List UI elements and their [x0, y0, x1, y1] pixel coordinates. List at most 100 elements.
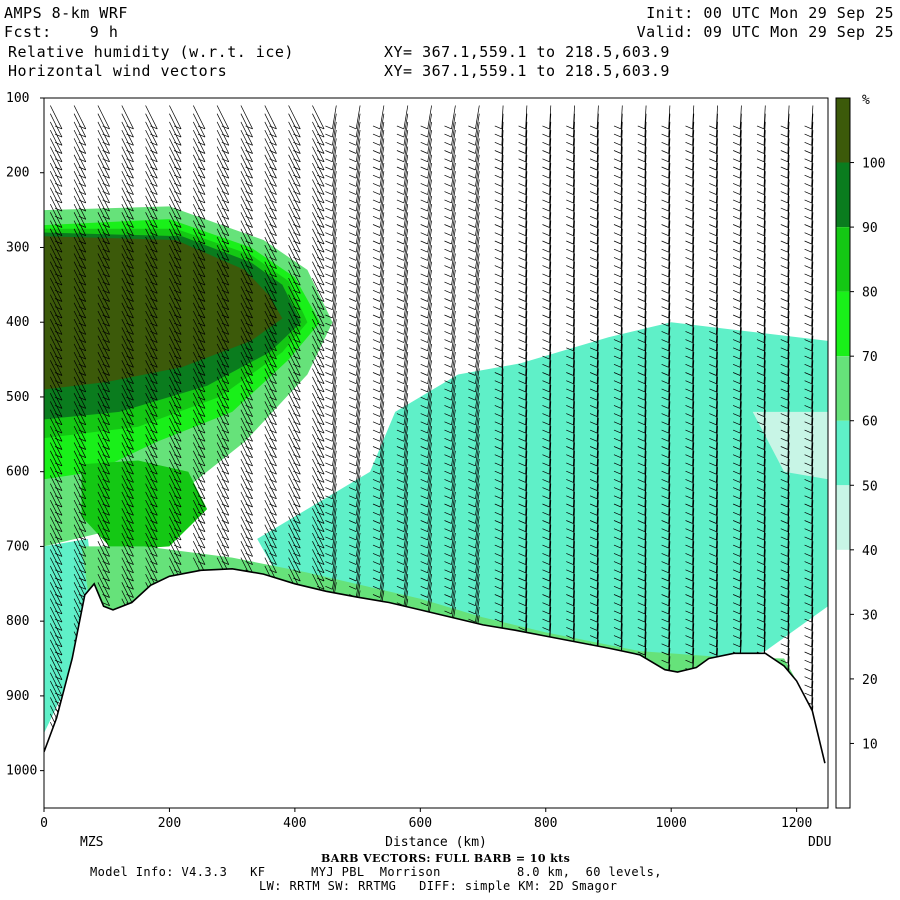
- wind-barb-feather: [349, 174, 357, 179]
- wind-barb-feather: [494, 372, 502, 376]
- wind-barb-feather: [396, 281, 405, 286]
- wind-barb-staff: [644, 179, 647, 203]
- wind-barb-feather: [396, 265, 405, 269]
- wind-barb-staff: [811, 615, 814, 639]
- wind-barb-feather: [54, 594, 63, 598]
- wind-barb-feather: [197, 314, 206, 319]
- wind-barb-feather: [269, 174, 277, 179]
- wind-barb-feather: [349, 158, 357, 163]
- wind-barb-staff: [332, 236, 337, 261]
- wind-barb-feather: [78, 577, 86, 582]
- wind-barb-staff: [216, 236, 230, 261]
- wind-barb-feather: [661, 470, 669, 475]
- wind-barb-staff: [264, 171, 277, 195]
- wind-barb-feather: [613, 273, 622, 278]
- wind-barb-staff: [692, 615, 695, 639]
- wind-barb-feather: [372, 487, 381, 491]
- wind-barb-staff: [715, 606, 718, 631]
- wind-barb-staff: [379, 220, 385, 245]
- wind-barb-staff: [715, 541, 718, 565]
- wind-barb-staff: [288, 220, 301, 245]
- wind-barb-feather: [804, 528, 812, 533]
- wind-barb-feather: [150, 380, 158, 385]
- wind-barb-feather: [245, 331, 253, 335]
- wind-barb-feather: [613, 536, 622, 541]
- wind-barb-feather: [126, 339, 134, 343]
- wind-barb-staff: [73, 417, 87, 442]
- wind-barb-feather: [589, 528, 598, 533]
- wind-barb-staff: [763, 261, 766, 286]
- wind-barb-feather: [269, 314, 277, 319]
- wind-barb-staff: [739, 401, 742, 425]
- wind-barb-staff: [169, 541, 182, 565]
- wind-barb-feather: [637, 199, 645, 204]
- wind-barb-staff: [451, 541, 456, 565]
- wind-barb-staff: [787, 384, 790, 409]
- wind-barb-staff: [264, 286, 277, 310]
- wind-barb-staff: [379, 557, 385, 582]
- wind-barb-staff: [379, 105, 385, 129]
- wind-barb-feather: [126, 331, 134, 335]
- wind-barb-feather: [685, 207, 693, 212]
- wind-barb-staff: [739, 352, 742, 376]
- wind-barb-staff: [763, 327, 766, 351]
- wind-barb-staff: [192, 228, 206, 253]
- x-axis-label: Distance (km): [385, 835, 487, 850]
- wind-barb-feather: [316, 437, 325, 442]
- wind-barb-staff: [811, 343, 814, 368]
- wind-barb-staff: [668, 491, 671, 516]
- wind-barb-feather: [494, 273, 502, 278]
- wind-barb-feather: [589, 479, 598, 483]
- wind-barb-staff: [97, 294, 110, 319]
- wind-barb-feather: [221, 232, 229, 237]
- wind-barb-feather: [494, 479, 502, 483]
- wind-barb-feather: [780, 413, 788, 417]
- wind-barb-staff: [715, 130, 718, 154]
- wind-barb-staff: [192, 541, 206, 565]
- wind-barb-staff: [572, 565, 575, 590]
- wind-barb-feather: [804, 627, 812, 631]
- wind-barb-feather: [420, 437, 428, 442]
- wind-barb-staff: [644, 319, 647, 343]
- wind-barb-feather: [685, 643, 693, 648]
- wind-barb-staff: [332, 187, 337, 212]
- wind-barb-staff: [620, 113, 623, 138]
- wind-barb-staff: [763, 253, 766, 277]
- colorbar-label: 100: [862, 157, 885, 172]
- wind-barb-staff: [692, 179, 695, 203]
- wind-barb-feather: [804, 446, 812, 450]
- wind-barb-feather: [245, 150, 253, 154]
- wind-barb-staff: [403, 130, 409, 154]
- wind-barb-staff: [596, 171, 599, 195]
- wind-barb-feather: [396, 536, 405, 541]
- wind-barb-staff: [572, 434, 575, 458]
- wind-barb-staff: [312, 393, 325, 417]
- wind-barb-staff: [763, 606, 766, 631]
- wind-barb-staff: [121, 343, 134, 368]
- wind-barb-feather: [732, 429, 741, 434]
- wind-barb-feather: [396, 273, 405, 278]
- wind-barb-staff: [216, 351, 230, 376]
- wind-barb-feather: [637, 331, 645, 335]
- wind-barb-staff: [288, 541, 301, 565]
- wind-barb-feather: [566, 405, 574, 409]
- wind-barb-feather: [518, 199, 526, 204]
- wind-barb-staff: [379, 467, 385, 491]
- wind-barb-staff: [596, 236, 599, 261]
- wind-barb-staff: [549, 212, 552, 236]
- wind-barb-feather: [221, 289, 229, 294]
- wind-barb-feather: [221, 372, 229, 376]
- wind-barb-staff: [451, 343, 456, 368]
- wind-barb-feather: [420, 585, 428, 590]
- wind-barb-feather: [685, 306, 693, 311]
- wind-barb-staff: [620, 376, 623, 401]
- wind-barb-staff: [644, 212, 647, 236]
- wind-barb-feather: [542, 191, 550, 195]
- wind-barb-staff: [355, 516, 361, 540]
- wind-barb-staff: [692, 130, 695, 154]
- wind-barb-staff: [572, 516, 575, 540]
- wind-barb-staff: [240, 277, 253, 302]
- wind-barb-staff: [49, 664, 63, 689]
- wind-barb-feather: [780, 224, 788, 228]
- wind-barb-feather: [396, 454, 405, 459]
